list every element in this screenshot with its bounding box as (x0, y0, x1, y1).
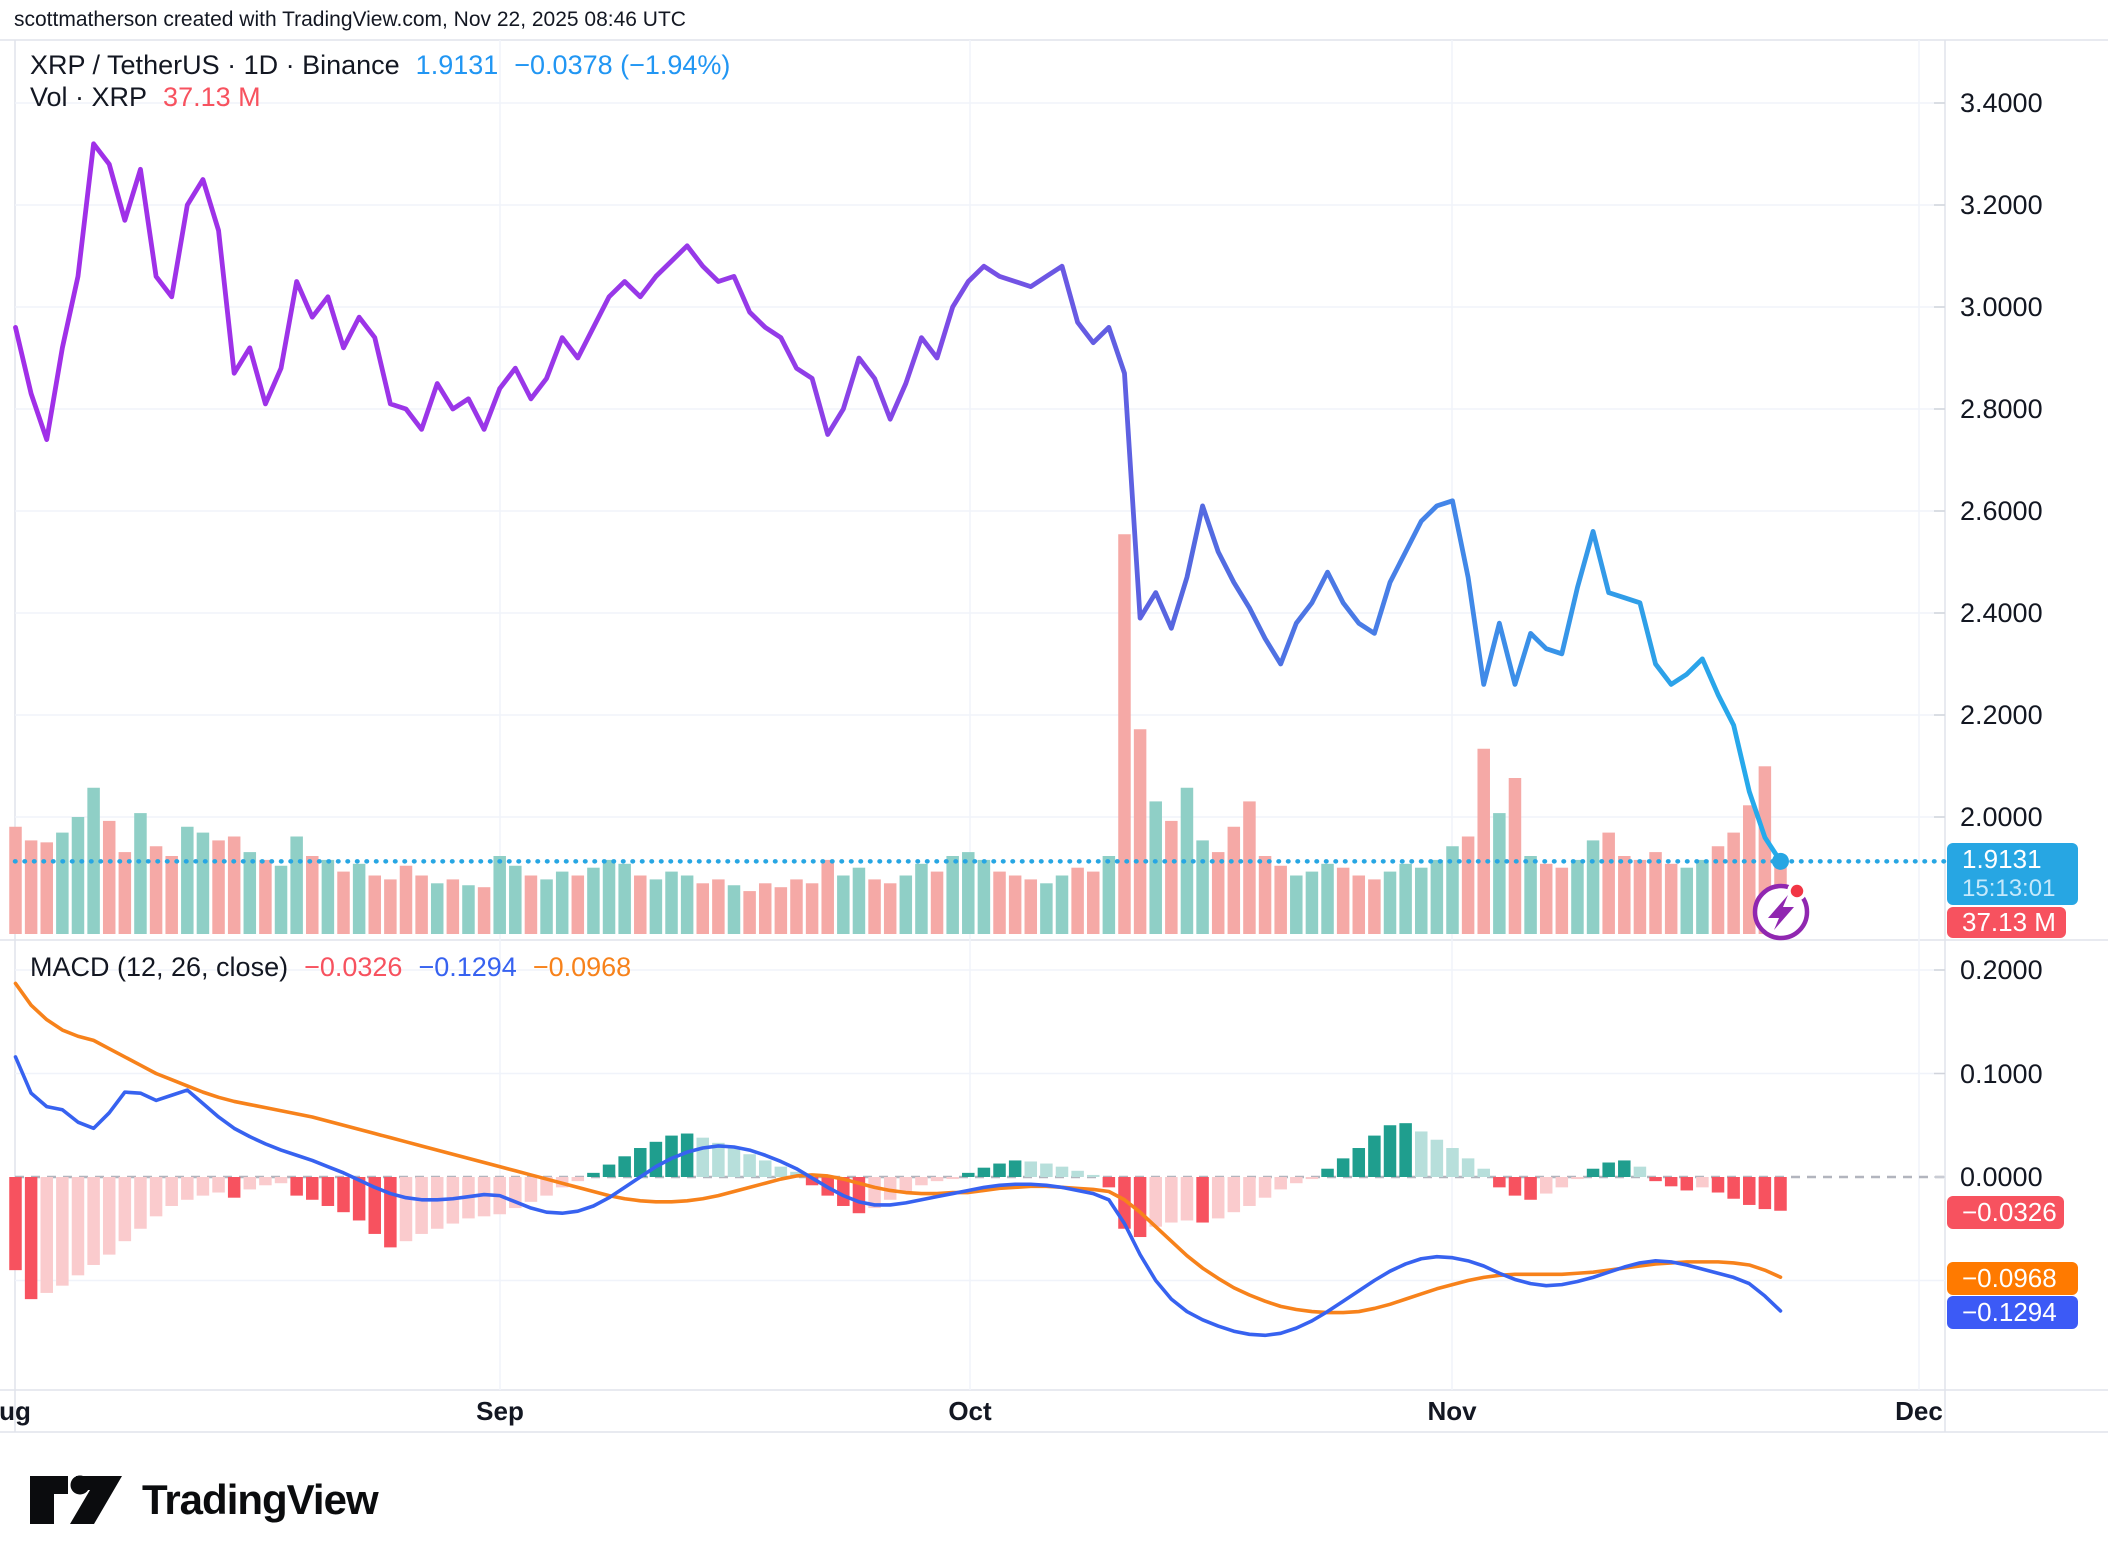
volume-badge: 37.13 M (1947, 907, 2066, 938)
price-axis-label: 2.6000 (1960, 496, 2043, 526)
price-axis-label: 3.2000 (1960, 190, 2043, 220)
attribution-text: scottmatherson created with TradingView.… (14, 8, 686, 31)
macd-axis-label: 0.0000 (1960, 1162, 2043, 1192)
symbol-title: XRP / TetherUS · 1D · Binance (30, 50, 400, 80)
macd-hist-badge: −0.0326 (1947, 1196, 2064, 1229)
macd-line-badge-value: −0.1294 (1962, 1297, 2057, 1327)
price-axis-label: 2.4000 (1960, 598, 2043, 628)
macd-signal-badge: −0.0968 (1947, 1262, 2078, 1295)
macd-axis-label: 0.1000 (1960, 1058, 2043, 1089)
macd-hist-badge-value: −0.0326 (1962, 1197, 2057, 1227)
bar-countdown: 15:13:01 (1962, 875, 2056, 902)
price-axis-label: 2.2000 (1960, 700, 2043, 730)
price-axis-label: 3.0000 (1960, 292, 2043, 322)
flash-ideas-icon[interactable] (1752, 881, 1810, 941)
volume-legend-value: 37.13 M (163, 82, 261, 112)
price-axis-label: 3.4000 (1960, 88, 2043, 118)
symbol-legend[interactable]: XRP / TetherUS · 1D · Binance 1.9131 −0.… (30, 50, 730, 81)
last-price-badge: 1.9131 15:13:01 (1947, 843, 2078, 905)
price-axis-label: 2.0000 (1960, 802, 2043, 832)
last-price-value: 1.9131 (415, 50, 499, 80)
time-axis-label-oct: Oct (948, 1396, 992, 1426)
macd-line-badge: −0.1294 (1947, 1296, 2078, 1329)
price-axis-label: 2.8000 (1960, 394, 2043, 424)
macd-legend-label: MACD (12, 26, close) (30, 952, 289, 982)
macd-line-legend-value: −0.1294 (418, 952, 517, 982)
last-price-badge-value: 1.9131 (1962, 844, 2042, 874)
volume-badge-value: 37.13 M (1962, 907, 2056, 937)
time-axis-label-dec: Dec (1895, 1396, 1943, 1426)
volume-legend-label: Vol · XRP (30, 82, 148, 112)
price-change-value: −0.0378 (−1.94%) (514, 50, 731, 80)
macd-axis-label: 0.2000 (1960, 955, 2043, 985)
macd-hist-legend-value: −0.0326 (304, 952, 403, 982)
macd-signal-badge-value: −0.0968 (1962, 1263, 2057, 1293)
time-axis-label-sep: Sep (476, 1396, 524, 1426)
tradingview-logo-text: TradingView (142, 1476, 379, 1523)
volume-legend[interactable]: Vol · XRP 37.13 M (30, 82, 261, 113)
time-axis-label-nov: Nov (1427, 1396, 1477, 1426)
tradingview-logo-icon (30, 1475, 122, 1524)
macd-legend[interactable]: MACD (12, 26, close) −0.0326 −0.1294 −0.… (30, 952, 631, 983)
tradingview-logo[interactable]: TradingView (28, 1472, 379, 1528)
macd-signal-legend-value: −0.0968 (532, 952, 632, 982)
time-axis-label-ug: ug (0, 1396, 31, 1426)
